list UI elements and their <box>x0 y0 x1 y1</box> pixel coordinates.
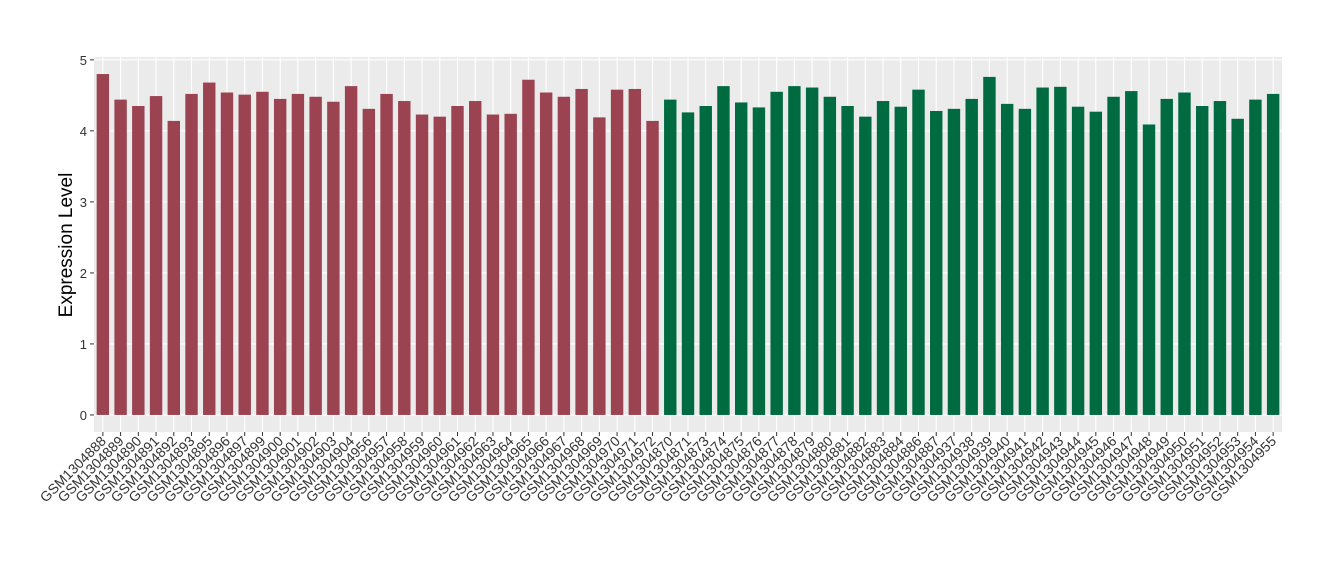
bar <box>203 82 216 415</box>
bar <box>415 114 429 415</box>
bar <box>398 101 411 415</box>
bar <box>149 96 163 415</box>
y-tick-label: 5 <box>80 53 87 68</box>
y-tick-label: 4 <box>80 124 87 139</box>
bar <box>1036 87 1049 415</box>
bar <box>557 96 571 415</box>
bar <box>522 79 535 415</box>
bar <box>1213 101 1227 415</box>
bar <box>1054 86 1067 415</box>
bar <box>894 106 907 415</box>
bar <box>1178 92 1191 415</box>
bar <box>1071 106 1085 415</box>
bar <box>734 102 748 415</box>
bar <box>1125 91 1138 415</box>
y-tick-label: 1 <box>80 337 87 352</box>
bar <box>469 101 482 415</box>
bar <box>646 120 659 415</box>
bar <box>965 98 978 415</box>
bar <box>841 106 854 415</box>
bar <box>930 110 943 415</box>
bar <box>1107 96 1120 415</box>
y-tick-label: 2 <box>80 266 87 281</box>
bar <box>823 96 837 415</box>
bar <box>1231 118 1244 415</box>
bar <box>291 93 305 415</box>
bar <box>947 108 961 415</box>
y-tick-label: 0 <box>80 408 87 423</box>
bar <box>96 74 110 415</box>
bar <box>486 114 500 415</box>
bar <box>1089 111 1103 415</box>
bar <box>327 101 340 415</box>
bar <box>664 99 677 415</box>
bar <box>628 88 642 415</box>
bar <box>273 98 287 415</box>
bar <box>788 86 801 415</box>
bar <box>220 92 234 415</box>
bar <box>380 93 393 415</box>
bar <box>575 88 588 415</box>
bar <box>1142 124 1156 415</box>
bar <box>681 112 695 415</box>
bar <box>433 116 446 415</box>
bar <box>717 86 730 415</box>
bar <box>185 93 198 415</box>
bar <box>699 106 712 415</box>
bar <box>859 116 872 415</box>
bar <box>362 108 376 415</box>
bar <box>309 96 322 415</box>
y-axis-title: Expression Level <box>56 173 77 318</box>
bar <box>344 86 358 415</box>
bar <box>1266 93 1280 415</box>
bar <box>1196 106 1209 415</box>
bar <box>1160 98 1173 415</box>
bar <box>770 91 783 415</box>
bar <box>256 91 269 415</box>
bar <box>805 87 819 415</box>
y-tick-label: 3 <box>80 195 87 210</box>
bar <box>132 106 145 415</box>
bar <box>752 107 766 415</box>
bar <box>238 94 251 415</box>
bar <box>610 89 624 415</box>
bar <box>983 76 996 415</box>
bar <box>1000 103 1014 415</box>
bar <box>539 92 553 415</box>
bar <box>876 101 890 415</box>
bar <box>167 120 180 415</box>
bar <box>912 89 925 415</box>
bar <box>114 99 127 415</box>
bar <box>593 117 606 415</box>
bar <box>451 106 464 415</box>
bar <box>1249 99 1262 415</box>
bar <box>1018 108 1032 415</box>
bar <box>504 113 517 415</box>
